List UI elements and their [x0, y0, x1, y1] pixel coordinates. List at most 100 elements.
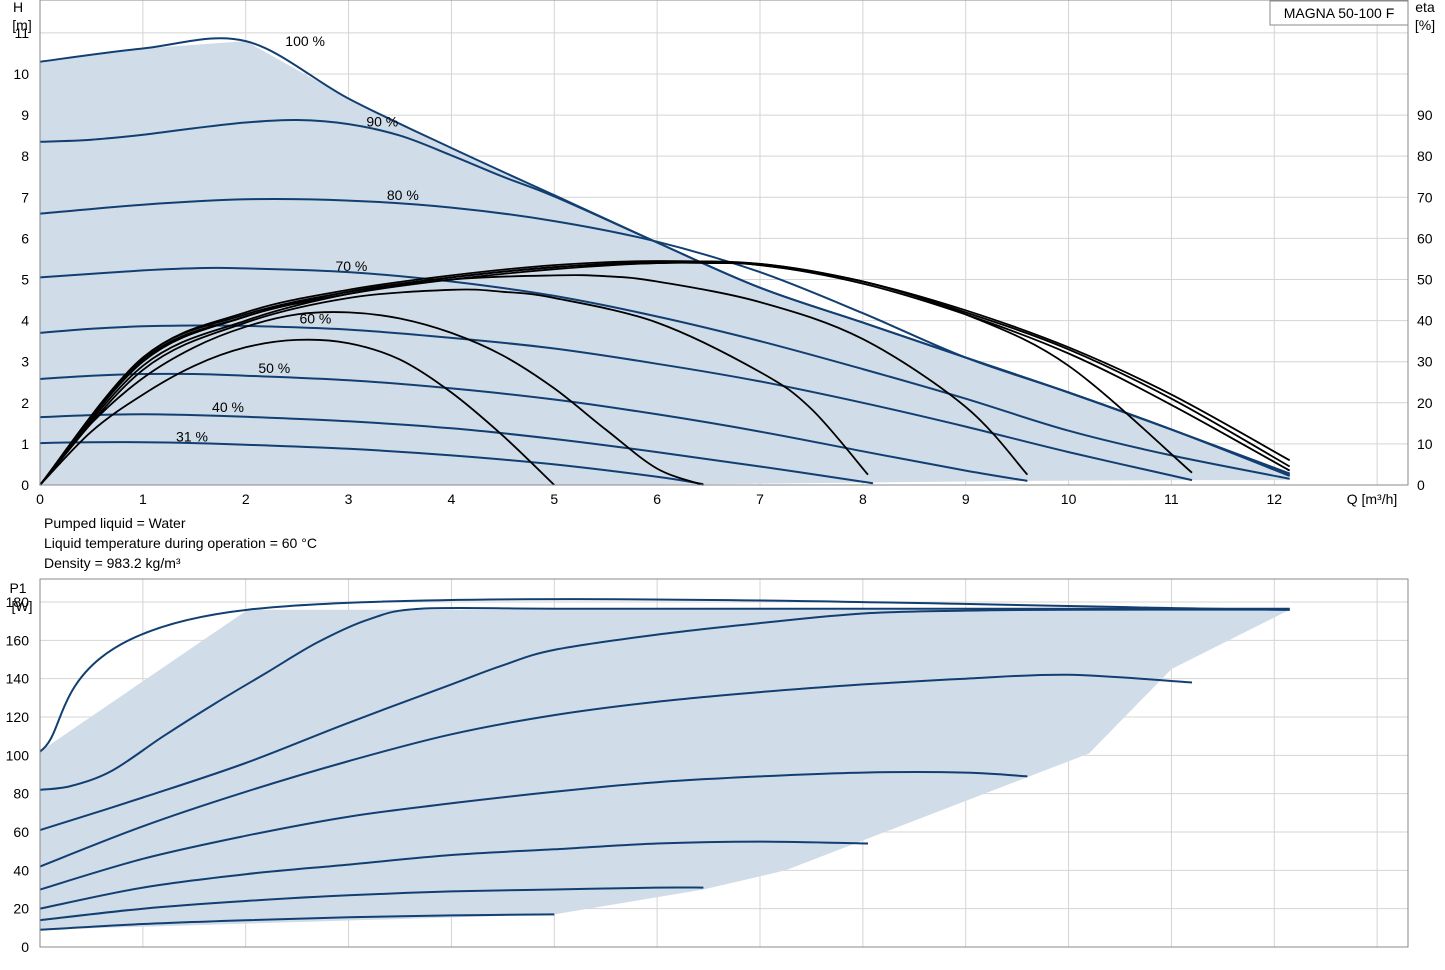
head-x-tick-label: 1 — [139, 491, 147, 507]
head-x-tick-label: 0 — [36, 491, 44, 507]
legend-label: MAGNA 50-100 F — [1284, 5, 1395, 21]
power-y-tick-label: 100 — [6, 747, 30, 763]
efficiency-curve — [39, 261, 1291, 486]
power-y-axis-unit: [W] — [12, 598, 33, 614]
head-x-tick-label: 11 — [1164, 491, 1179, 507]
head-curves — [39, 37, 1291, 486]
head-curve-label: 31 % — [176, 429, 208, 445]
eta-tick-label: 10 — [1417, 436, 1433, 452]
eta-tick-label: 40 — [1417, 313, 1433, 329]
head-x-tick-label: 2 — [242, 491, 250, 507]
head-curve-80pct — [39, 198, 1291, 477]
head-y-tick-label: 2 — [21, 395, 29, 411]
power-operating-area — [40, 609, 1290, 930]
power-curve-31pct — [39, 913, 555, 931]
head-y-tick-label: 5 — [21, 271, 29, 287]
head-y2-ticks: 0 10 20 30 40 50 60 70 80 90 — [1417, 107, 1433, 493]
head-y-ticks: 0 1 2 3 4 5 6 7 8 9 10 11 — [13, 25, 29, 493]
eta-axis-label: eta — [1415, 0, 1435, 15]
head-y-axis-unit: [m] — [12, 17, 31, 33]
power-y-tick-label: 40 — [13, 862, 29, 878]
power-y-tick-label: 180 — [6, 594, 30, 610]
power-curve-60pct — [39, 771, 1028, 891]
head-curve-label: 50 % — [258, 360, 290, 376]
power-frame — [39, 578, 1409, 948]
head-curve-31pct — [39, 441, 704, 486]
head-x-tick-label: 3 — [345, 491, 353, 507]
power-curve-70pct — [39, 673, 1193, 868]
head-curve-60pct — [39, 324, 1193, 482]
head-y-tick-label: 0 — [21, 477, 29, 493]
head-y-tick-label: 1 — [21, 436, 29, 452]
eta-tick-label: 60 — [1417, 230, 1433, 246]
note-liquid-temperature: Liquid temperature during operation = 60… — [44, 535, 317, 551]
power-y-tick-label: 140 — [6, 671, 30, 687]
note-density: Density = 983.2 kg/m³ — [44, 555, 181, 571]
eta-tick-label: 30 — [1417, 354, 1433, 370]
head-curve-label: 70 % — [335, 258, 367, 274]
head-curve-label: 40 % — [212, 399, 244, 415]
head-curve-label: 90 % — [366, 113, 398, 129]
head-y-tick-label: 6 — [21, 230, 29, 246]
eta-axis-unit: [%] — [1415, 17, 1435, 33]
power-y-axis-label: P1 — [9, 580, 26, 596]
efficiency-curves — [39, 260, 1291, 486]
power-curve-90pct — [39, 606, 1290, 791]
power-y-tick-label: 0 — [21, 939, 29, 955]
head-y-tick-label: 11 — [14, 25, 29, 41]
power-curves — [39, 598, 1290, 931]
head-x-axis-label: Q [m³/h] — [1347, 491, 1398, 507]
power-chart: 0 20 40 60 80 100 120 140 160 180 P1 [W] — [6, 578, 1409, 955]
head-y-tick-label: 3 — [21, 354, 29, 370]
power-y-tick-label: 20 — [13, 901, 29, 917]
head-x-ticks: 0 1 2 3 4 5 6 7 8 9 10 11 12 — [36, 491, 1282, 507]
head-frame — [39, 0, 1409, 486]
head-curve-labels: 100 % 90 % 80 % 70 % 60 % 50 % 40 %31 % — [176, 33, 419, 444]
eta-tick-label: 90 — [1417, 107, 1433, 123]
head-curve-label: 100 % — [285, 33, 325, 49]
head-y-tick-label: 4 — [21, 313, 29, 329]
efficiency-curve — [39, 274, 1029, 486]
head-curve-40pct — [39, 413, 874, 485]
eta-tick-label: 50 — [1417, 271, 1433, 287]
head-y-tick-label: 7 — [21, 189, 29, 205]
head-x-tick-label: 5 — [550, 491, 558, 507]
power-y-tick-label: 120 — [6, 709, 30, 725]
power-curve-40pct — [39, 886, 704, 922]
eta-tick-label: 20 — [1417, 395, 1433, 411]
eta-tick-label: 0 — [1417, 477, 1425, 493]
eta-tick-label: 70 — [1417, 189, 1433, 205]
head-curve-50pct — [39, 372, 1028, 482]
head-x-tick-label: 4 — [448, 491, 456, 507]
head-x-tick-label: 9 — [962, 491, 970, 507]
fluid-notes: Pumped liquid = Water Liquid temperature… — [44, 515, 317, 571]
power-y-ticks: 0 20 40 60 80 100 120 140 160 180 — [6, 594, 30, 955]
power-y-tick-label: 60 — [13, 824, 29, 840]
efficiency-curve — [39, 311, 704, 486]
power-y-tick-label: 80 — [13, 786, 29, 802]
legend-box — [1269, 0, 1409, 26]
efficiency-curve — [39, 260, 1291, 486]
head-x-tick-label: 10 — [1061, 491, 1077, 507]
head-x-tick-label: 7 — [756, 491, 764, 507]
note-pumped-liquid: Pumped liquid = Water — [44, 515, 186, 531]
power-curve-50pct — [39, 840, 869, 910]
head-y-tick-label: 10 — [13, 66, 29, 82]
power-curve-80pct — [39, 608, 1290, 832]
efficiency-curve — [39, 338, 555, 486]
head-curve-70pct — [39, 266, 1290, 480]
head-curve-label: 80 % — [387, 187, 419, 203]
head-y-tick-label: 9 — [21, 107, 29, 123]
head-curve-label: 60 % — [299, 311, 331, 327]
head-x-tick-label: 12 — [1266, 491, 1282, 507]
eta-tick-label: 80 — [1417, 148, 1433, 164]
head-x-tick-label: 8 — [859, 491, 867, 507]
head-y-tick-label: 8 — [21, 148, 29, 164]
efficiency-curve — [39, 288, 869, 486]
head-y-axis-label: H — [13, 0, 23, 15]
power-y-tick-label: 160 — [6, 632, 30, 648]
power-curve-100pct — [39, 598, 1290, 753]
head-x-tick-label: 6 — [653, 491, 661, 507]
